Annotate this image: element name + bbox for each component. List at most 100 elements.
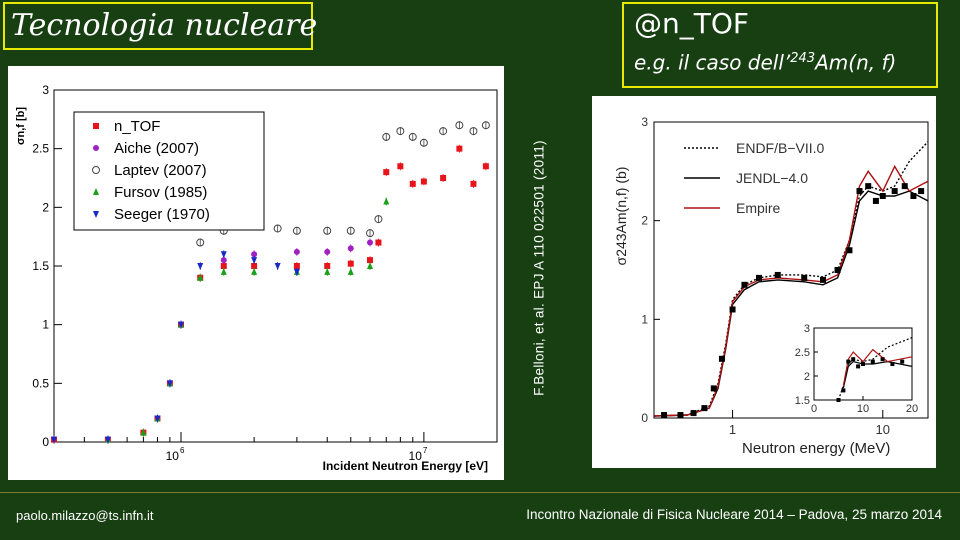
left-data-point — [51, 436, 57, 444]
inset-data-point — [846, 359, 851, 364]
right-y-tick-label: 0 — [641, 411, 648, 425]
inset-data-point — [841, 388, 846, 393]
citation: F.Belloni, et al. EPJ A 110 022501 (2011… — [528, 60, 550, 475]
left-data-point — [323, 226, 332, 235]
inset-data-point — [861, 362, 865, 366]
inset-data-point — [851, 357, 856, 362]
right-chart: 0 1 2 3 1 10 ENDF/B−VII.0 JENDL−4.0 Empire 1.5… — [613, 115, 929, 457]
right-data-point — [729, 306, 736, 313]
left-x-tick-exponent: 7 — [423, 446, 428, 455]
slide-title: Tecnologia nucleare — [11, 8, 318, 43]
left-data-point — [347, 267, 354, 275]
inset-series-line — [842, 348, 913, 386]
left-data-point — [383, 169, 390, 176]
left-data-point — [324, 267, 331, 275]
left-data-point — [409, 180, 416, 187]
left-data-point — [251, 267, 258, 275]
left-data-point — [366, 229, 375, 238]
left-legend-marker — [93, 188, 99, 195]
right-data-point — [756, 274, 763, 281]
slide-title-box: Tecnologia nucleare — [3, 2, 317, 50]
left-data-point — [292, 226, 301, 235]
right-data-point — [910, 193, 917, 199]
facility-box: @n_TOF e.g. il caso dell’243Am(n, f) — [622, 2, 938, 88]
left-y-tick-label: 2.5 — [32, 142, 49, 156]
left-data-point — [177, 321, 184, 329]
left-data-point — [273, 224, 282, 233]
right-legend-label: JENDL−4.0 — [736, 170, 808, 186]
left-chart-xlabel: Incident Neutron Energy [eV] — [323, 459, 488, 473]
left-legend-marker — [93, 211, 99, 218]
left-data-point — [347, 245, 354, 252]
subtitle-suffix: Am(n, f) — [815, 50, 897, 75]
right-chart-plot-area — [653, 121, 929, 419]
left-data-point — [374, 215, 383, 224]
right-data-point — [834, 267, 841, 273]
inset-x-tick-label: 0 — [811, 403, 817, 415]
left-data-point — [419, 138, 428, 147]
left-data-point — [440, 175, 447, 181]
left-data-point — [382, 132, 391, 141]
facility-name: @n_TOF — [634, 7, 749, 40]
left-legend-marker — [93, 145, 99, 151]
left-data-point — [408, 132, 417, 141]
right-data-point — [865, 183, 872, 190]
inset-data-point — [870, 359, 875, 364]
left-data-point — [456, 145, 463, 152]
left-y-tick-label: 3 — [42, 83, 49, 97]
left-data-point — [455, 121, 464, 130]
left-y-tick-label: 2 — [42, 200, 49, 214]
left-legend-label: Aiche (2007) — [114, 140, 199, 157]
mass-number: 243 — [790, 51, 816, 66]
left-data-point — [197, 263, 204, 270]
left-data-point — [274, 263, 281, 270]
right-data-point — [879, 193, 886, 199]
right-data-point — [677, 412, 684, 419]
right-y-tick-label: 3 — [641, 115, 648, 129]
left-y-tick-label: 0 — [42, 435, 49, 449]
right-data-point — [819, 276, 826, 283]
inset-data-point — [900, 359, 905, 364]
left-data-point — [251, 251, 258, 258]
left-legend-marker — [92, 166, 100, 174]
left-data-point — [367, 257, 374, 264]
right-data-point — [891, 188, 898, 195]
left-data-point — [470, 180, 477, 187]
left-data-point — [481, 121, 490, 130]
footer-email: paolo.milazzo@ts.infn.it — [16, 508, 154, 523]
left-legend-label: Seeger (1970) — [114, 206, 210, 223]
left-legend-label: n_TOF — [114, 118, 160, 135]
left-data-point — [220, 251, 227, 259]
right-chart-panel: 0 1 2 3 1 10 ENDF/B−VII.0 JENDL−4.0 Empire 1.5… — [592, 96, 936, 468]
right-data-point — [872, 197, 879, 204]
right-legend-label: ENDF/B−VII.0 — [736, 140, 825, 156]
left-data-point — [197, 273, 204, 281]
right-data-point — [801, 274, 808, 281]
left-data-point — [324, 263, 331, 269]
right-data-point — [710, 385, 717, 392]
left-data-point — [396, 127, 405, 136]
left-y-tick-label: 0.5 — [32, 376, 49, 390]
left-data-point — [251, 263, 258, 269]
inset-y-tick-label: 1.5 — [795, 395, 810, 407]
left-data-point — [439, 127, 448, 136]
right-chart-xlabel: Neutron energy (MeV) — [742, 440, 890, 457]
left-data-point — [375, 239, 382, 246]
right-data-point — [774, 271, 781, 278]
left-data-point — [347, 260, 354, 267]
left-x-tick-exponent: 6 — [180, 446, 185, 455]
right-x-tick-label: 1 — [729, 422, 736, 437]
left-y-tick-label: 1 — [42, 318, 49, 332]
right-data-point — [918, 188, 925, 195]
left-data-point — [482, 163, 489, 170]
inset-x-tick-label: 10 — [857, 403, 869, 415]
left-data-point — [367, 239, 374, 246]
left-data-point — [397, 163, 404, 170]
inset-series-line — [837, 337, 913, 401]
right-legend-label: Empire — [736, 200, 781, 216]
left-legend-box — [73, 111, 265, 231]
left-legend-label: Laptev (2007) — [114, 162, 207, 179]
left-data-point — [324, 248, 331, 255]
right-y-tick-label: 1 — [641, 312, 648, 326]
left-data-point — [220, 267, 227, 275]
